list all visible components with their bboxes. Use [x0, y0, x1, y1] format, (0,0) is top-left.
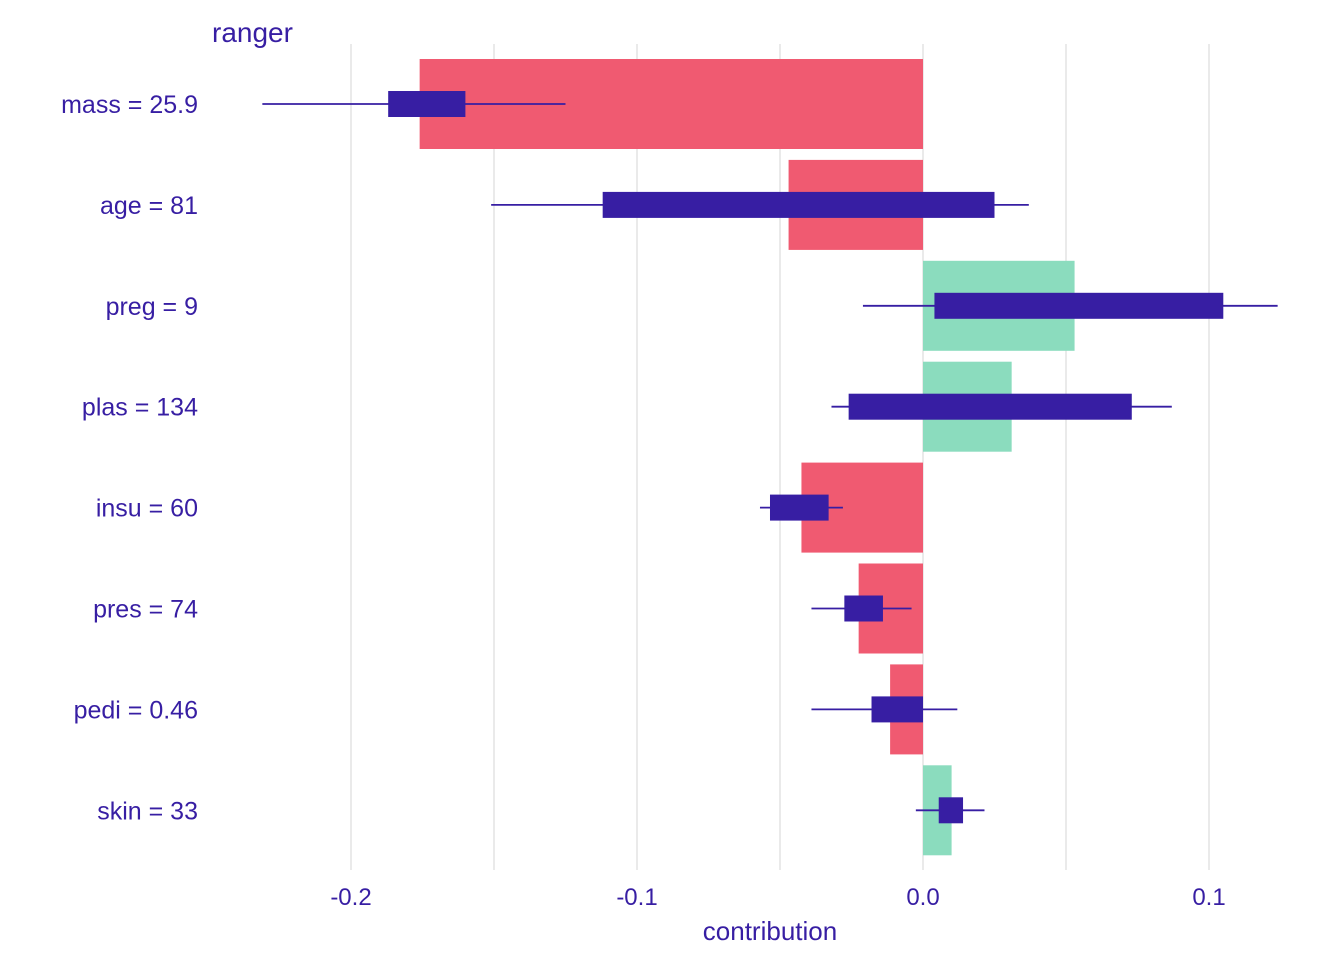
category-label: skin = 33	[97, 797, 198, 825]
boxplot-box	[934, 292, 1224, 319]
category-label: preg = 9	[106, 293, 198, 321]
category-label: insu = 60	[96, 495, 198, 523]
contribution-bars	[419, 59, 1075, 856]
category-label: pres = 74	[93, 596, 198, 624]
x-tick-label: 0.1	[1192, 884, 1225, 911]
boxplot-box	[938, 797, 964, 824]
x-tick-label: 0.0	[906, 884, 939, 911]
x-axis-label: contribution	[703, 916, 837, 946]
boxplot-box	[871, 696, 923, 723]
category-labels: mass = 25.9 age = 81 preg = 9 plas = 134 ins…	[61, 91, 198, 825]
x-tick-label: -0.1	[616, 884, 657, 911]
category-label: plas = 134	[82, 394, 198, 422]
category-label: pedi = 0.46	[74, 696, 198, 724]
boxplot-box	[844, 595, 883, 622]
boxplot-box	[769, 494, 829, 521]
boxplot-box	[388, 91, 466, 117]
boxplot-box	[602, 191, 995, 218]
chart-title: ranger	[212, 17, 293, 48]
x-tick-label: -0.2	[330, 884, 371, 911]
category-label: mass = 25.9	[61, 91, 198, 119]
boxplots	[262, 91, 1278, 824]
gridlines	[350, 44, 1210, 870]
x-axis-ticks: -0.2 -0.1 0.0 0.1	[330, 884, 1225, 911]
category-label: age = 81	[100, 192, 198, 220]
boxplot-box	[848, 393, 1132, 420]
